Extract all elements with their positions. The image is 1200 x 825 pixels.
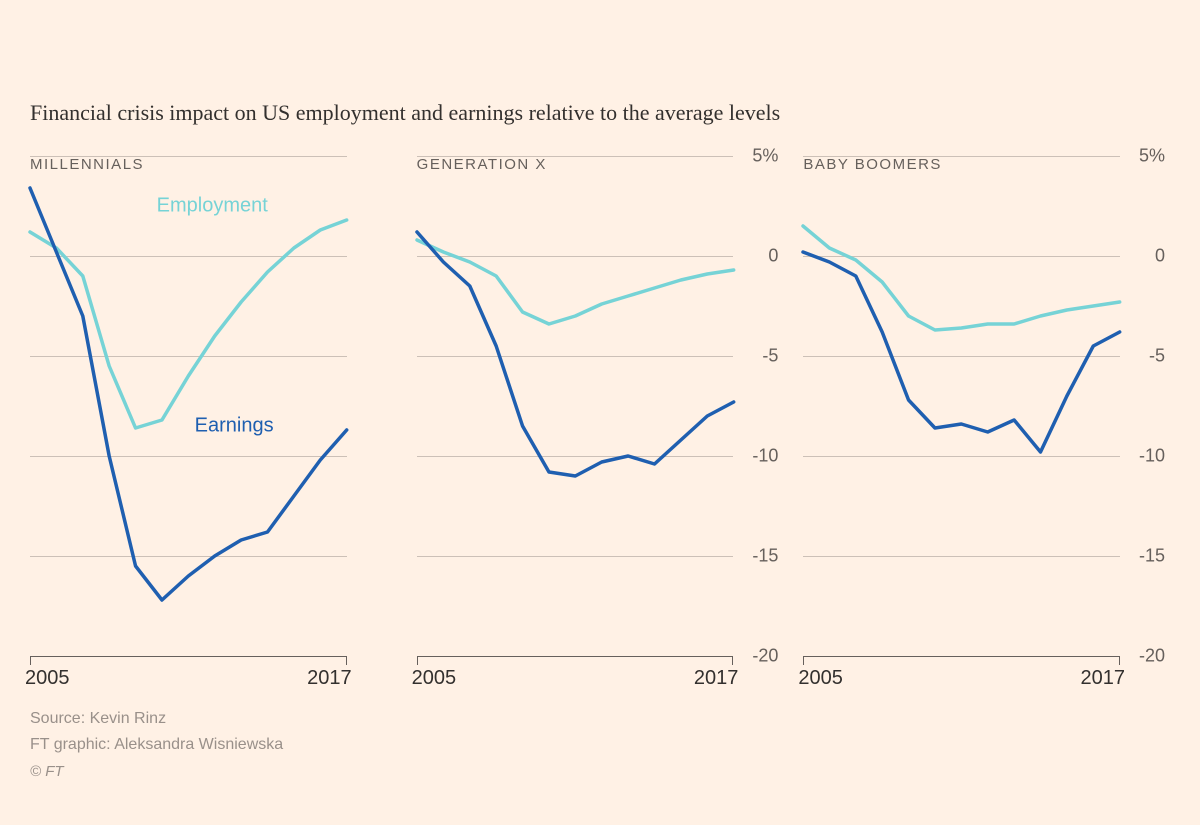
y-axis-label: 5% [1139,146,1165,167]
chart-area: Employment Earnings [30,156,347,656]
earnings-line [803,252,1120,452]
y-axis-label: -20 [752,646,778,667]
copyright-line: © FT [30,763,1170,780]
source-line: Source: Kevin Rinz [30,706,1170,732]
chart-subtitle: Financial crisis impact on US employment… [30,100,1170,126]
chart-footer: Source: Kevin Rinz FT graphic: Aleksandr… [30,706,1170,757]
earnings-line [417,232,734,476]
x-tick [30,657,31,665]
chart-area: 5%0-5-10-15-20 [417,156,734,656]
employment-line [30,220,347,428]
x-tick [1119,657,1120,665]
x-axis-label: 2005 [25,667,70,690]
panel-title: GENERATION X [417,156,547,173]
x-axis: 20052017 [803,656,1120,676]
line-svg [30,156,347,656]
y-axis-label: -15 [1139,546,1165,567]
line-svg [417,156,734,656]
credit-line: FT graphic: Aleksandra Wisniewska [30,732,1170,758]
y-axis-label: -15 [752,546,778,567]
x-axis-label: 2005 [412,667,457,690]
earnings-line [30,188,347,600]
x-tick [732,657,733,665]
series-label: Earnings [195,415,274,438]
chart-panel: 5%0-5-10-15-20BABY BOOMERS 20052017 [803,156,1170,696]
panels-row: EmploymentEarningsMILLENNIALS200520175%0… [30,156,1170,696]
y-axis-label: -5 [1149,346,1165,367]
x-axis: 20052017 [417,656,734,676]
x-axis: 20052017 [30,656,347,676]
chart-panel: Employment Earnings MILLENNIALS 20052017 [30,156,397,696]
employment-line [803,226,1120,330]
y-axis-label: 0 [1155,246,1165,267]
x-axis-label: 2005 [798,667,843,690]
panel-title: MILLENNIALS [30,156,144,173]
y-axis-label: -20 [1139,646,1165,667]
x-tick [346,657,347,665]
x-axis-label: 2017 [1081,667,1126,690]
y-axis-label: -10 [1139,446,1165,467]
x-tick [417,657,418,665]
y-axis-label: 0 [768,246,778,267]
x-axis-label: 2017 [694,667,739,690]
chart-area: 5%0-5-10-15-20 [803,156,1120,656]
line-svg [803,156,1120,656]
series-label: Employment [157,195,268,218]
x-tick [803,657,804,665]
x-axis-label: 2017 [307,667,352,690]
y-axis-label: -10 [752,446,778,467]
chart-panel: 5%0-5-10-15-20GENERATION X 20052017 [417,156,784,696]
panel-title: BABY BOOMERS [803,156,942,173]
y-axis-label: -5 [762,346,778,367]
y-axis-label: 5% [752,146,778,167]
